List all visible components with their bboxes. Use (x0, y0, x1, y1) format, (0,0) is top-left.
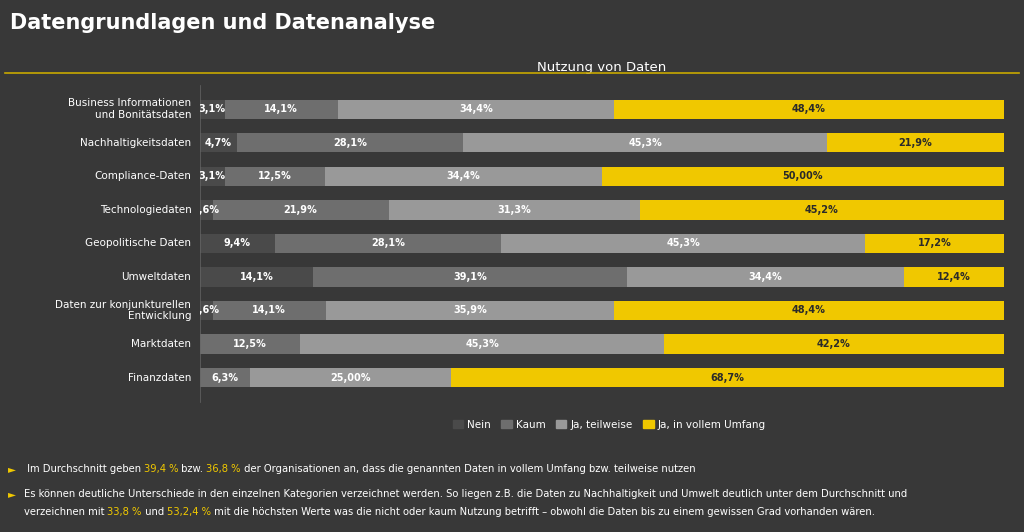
Text: 45,3%: 45,3% (465, 339, 499, 349)
Bar (313, 267, 628, 287)
Text: 28,1%: 28,1% (334, 138, 368, 148)
Bar (325, 167, 601, 186)
Text: 45,3%: 45,3% (667, 238, 700, 248)
Text: der Organisationen an, dass die genannten Daten in vollem Umfang bzw. teilweise : der Organisationen an, dass die genannte… (241, 464, 695, 474)
Bar (452, 368, 1004, 387)
Text: 21,9%: 21,9% (284, 205, 317, 215)
Text: 4,7%: 4,7% (205, 138, 232, 148)
Text: mit die höchsten Werte was die nicht oder kaum Nutzung betrifft – obwohl die Dat: mit die höchsten Werte was die nicht ode… (211, 507, 874, 517)
Bar (601, 167, 1004, 186)
Legend: Nein, Kaum, Ja, teilweise, Ja, in vollem Umfang: Nein, Kaum, Ja, teilweise, Ja, in vollem… (449, 415, 770, 434)
Text: ►: ► (8, 464, 16, 474)
Text: 50,00%: 50,00% (782, 171, 823, 181)
Text: 9,4%: 9,4% (224, 238, 251, 248)
Bar (865, 234, 1004, 253)
Bar (463, 133, 827, 153)
Text: 42,2%: 42,2% (817, 339, 851, 349)
Text: 14,1%: 14,1% (252, 305, 286, 315)
Text: 35,9%: 35,9% (454, 305, 487, 315)
Bar (614, 99, 1004, 119)
Bar (200, 167, 224, 186)
Text: Es können deutliche Unterschiede in den einzelnen Kategorien verzeichnet werden.: Es können deutliche Unterschiede in den … (24, 489, 907, 498)
Text: 36,8 %: 36,8 % (207, 464, 241, 474)
Text: 39,1%: 39,1% (454, 272, 487, 282)
Text: 21,9%: 21,9% (899, 138, 933, 148)
Text: Datengrundlagen und Datenanalyse: Datengrundlagen und Datenanalyse (10, 13, 435, 34)
Text: 25,00%: 25,00% (331, 372, 371, 383)
Bar (200, 368, 250, 387)
Text: 12,5%: 12,5% (258, 171, 292, 181)
Text: 17,2%: 17,2% (918, 238, 951, 248)
Bar (275, 234, 501, 253)
Text: 34,4%: 34,4% (460, 104, 494, 114)
Bar (827, 133, 1004, 153)
Text: 1,6%: 1,6% (193, 305, 219, 315)
Bar (238, 133, 463, 153)
Bar (200, 301, 213, 320)
Text: 34,4%: 34,4% (446, 171, 480, 181)
Title: Nutzung von Daten: Nutzung von Daten (537, 61, 667, 74)
Bar (200, 267, 313, 287)
Text: 68,7%: 68,7% (711, 372, 744, 383)
Text: 39,4 %: 39,4 % (143, 464, 178, 474)
Bar (904, 267, 1004, 287)
Bar (224, 99, 338, 119)
Text: 33,8 %: 33,8 % (108, 507, 141, 517)
Text: 3,1%: 3,1% (199, 104, 225, 114)
Bar (200, 99, 224, 119)
Bar (213, 301, 326, 320)
Text: und: und (141, 507, 167, 517)
Text: 28,1%: 28,1% (372, 238, 406, 248)
Text: 48,4%: 48,4% (792, 104, 826, 114)
Bar (200, 200, 213, 220)
Bar (250, 368, 452, 387)
Bar (628, 267, 904, 287)
Bar (338, 99, 614, 119)
Text: 45,3%: 45,3% (629, 138, 663, 148)
Bar (200, 334, 300, 354)
Text: 14,1%: 14,1% (240, 272, 273, 282)
Text: 34,4%: 34,4% (749, 272, 782, 282)
Text: 14,1%: 14,1% (264, 104, 298, 114)
Bar (501, 234, 865, 253)
Text: verzeichnen mit: verzeichnen mit (24, 507, 108, 517)
Text: Im Durchschnitt geben: Im Durchschnitt geben (24, 464, 143, 474)
Bar (665, 334, 1004, 354)
Text: 45,2%: 45,2% (805, 205, 839, 215)
Text: 6,3%: 6,3% (212, 372, 239, 383)
Text: 53,2,4 %: 53,2,4 % (167, 507, 211, 517)
Text: bzw.: bzw. (178, 464, 207, 474)
Bar (388, 200, 640, 220)
Text: 31,3%: 31,3% (498, 205, 531, 215)
Text: 12,4%: 12,4% (937, 272, 971, 282)
Bar (300, 334, 665, 354)
Text: 12,5%: 12,5% (233, 339, 267, 349)
Bar (326, 301, 614, 320)
Text: ►: ► (8, 489, 16, 498)
Bar (640, 200, 1004, 220)
Bar (614, 301, 1004, 320)
Text: 1,6%: 1,6% (193, 205, 219, 215)
Bar (213, 200, 388, 220)
Text: 48,4%: 48,4% (792, 305, 826, 315)
Bar (200, 133, 238, 153)
Bar (200, 234, 275, 253)
Bar (224, 167, 325, 186)
Text: 3,1%: 3,1% (199, 171, 225, 181)
